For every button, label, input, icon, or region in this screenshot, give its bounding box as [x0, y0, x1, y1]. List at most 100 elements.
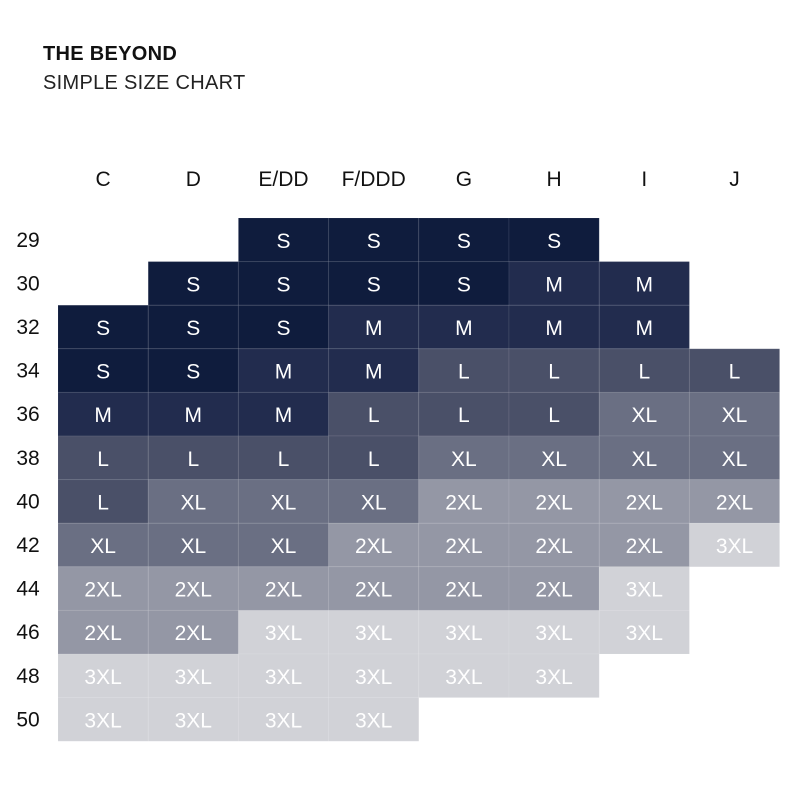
row-label: 29 — [16, 229, 39, 252]
size-cell — [147, 435, 239, 481]
size-cell-label: 2XL — [175, 622, 212, 645]
size-cell-label: S — [457, 230, 471, 253]
size-cell-label: 2XL — [626, 535, 663, 558]
size-cell-label: S — [457, 273, 471, 296]
size-cell-label: L — [458, 404, 470, 427]
size-cell-label: 3XL — [626, 579, 663, 602]
size-cell — [688, 522, 781, 568]
size-cell-label: L — [368, 448, 380, 471]
size-cell-label: 2XL — [84, 622, 121, 645]
size-cell-label: M — [275, 404, 293, 427]
size-cell-label: S — [276, 230, 290, 253]
size-cell — [237, 261, 330, 306]
size-cell — [598, 609, 690, 655]
size-cell — [237, 609, 330, 655]
size-cell — [57, 348, 149, 393]
size-cell-label: L — [729, 361, 741, 384]
size-cell-label: 3XL — [265, 666, 302, 689]
size-cell-label: 2XL — [535, 579, 572, 602]
size-cell-label: XL — [180, 491, 206, 514]
size-cell — [57, 435, 149, 481]
size-cell-label: 2XL — [265, 579, 302, 602]
row-label: 46 — [16, 621, 39, 644]
size-cell-label: S — [186, 273, 200, 296]
size-cell — [508, 566, 600, 611]
size-cell — [508, 217, 600, 263]
size-cell-label: L — [187, 448, 199, 471]
size-cell — [147, 479, 239, 524]
size-cell-label: 3XL — [445, 666, 482, 689]
size-cell — [237, 304, 330, 350]
size-cell — [598, 479, 690, 524]
size-cell-label: XL — [722, 404, 748, 427]
size-cell — [508, 609, 600, 655]
size-cell-label: 3XL — [84, 666, 121, 689]
size-cell — [328, 697, 420, 742]
size-cell — [508, 522, 600, 568]
column-label: D — [186, 168, 201, 191]
size-cell-label: 3XL — [445, 622, 482, 645]
size-cell — [328, 435, 420, 481]
size-cell-label: 2XL — [445, 491, 482, 514]
size-cell — [57, 522, 149, 568]
size-cell — [237, 697, 330, 742]
size-cell-label: XL — [361, 491, 387, 514]
size-cell-label: 3XL — [175, 666, 212, 689]
row-label: 30 — [16, 272, 39, 295]
size-cell — [328, 609, 420, 655]
size-cell — [237, 391, 330, 437]
size-cell-label: S — [367, 230, 381, 253]
size-cell-label: XL — [631, 404, 657, 427]
size-cell — [57, 609, 149, 655]
size-cell — [508, 653, 600, 699]
size-cell — [598, 566, 690, 611]
row-label: 44 — [16, 578, 40, 601]
size-cell — [237, 566, 330, 611]
size-cell — [328, 522, 420, 568]
size-cell-label: S — [367, 273, 381, 296]
size-cell — [147, 348, 239, 393]
size-cell — [418, 522, 510, 568]
size-cell-label: 3XL — [535, 666, 572, 689]
size-cell-label: XL — [180, 535, 206, 558]
size-cell-label: 2XL — [84, 579, 121, 602]
size-cell-label: L — [638, 361, 650, 384]
size-cell — [57, 304, 149, 350]
size-cell-label: S — [547, 230, 561, 253]
row-label: 48 — [16, 665, 39, 688]
column-label: F/DDD — [342, 168, 406, 191]
size-cell-label: M — [365, 361, 383, 384]
row-label: 34 — [16, 360, 40, 383]
size-cell — [418, 217, 510, 263]
size-cell-label: 2XL — [626, 491, 663, 514]
size-cell — [418, 348, 510, 393]
size-cell-label: XL — [451, 448, 477, 471]
size-cell-label: 3XL — [535, 622, 572, 645]
size-cell — [57, 479, 149, 524]
size-cell-label: XL — [722, 448, 748, 471]
column-label: H — [547, 168, 562, 191]
size-cell-label: M — [545, 273, 563, 296]
size-cell-label: XL — [631, 448, 657, 471]
size-cell — [598, 348, 690, 393]
size-cell — [328, 566, 420, 611]
brand-title: THE BEYOND — [43, 43, 178, 65]
size-cell-label: L — [368, 404, 380, 427]
column-label: E/DD — [258, 168, 308, 191]
size-cell-label: L — [458, 361, 470, 384]
size-cell-label: 2XL — [175, 579, 212, 602]
size-cell-label: L — [97, 448, 109, 471]
chart-subtitle: SIMPLE SIZE CHART — [43, 72, 246, 94]
size-cell — [147, 566, 239, 611]
size-cell-label: 3XL — [265, 709, 302, 732]
size-cell-label: 3XL — [355, 622, 392, 645]
size-cell — [237, 348, 330, 393]
row-label: 32 — [16, 316, 39, 339]
size-cell — [598, 435, 690, 481]
size-cell-label: M — [545, 317, 563, 340]
row-label: 50 — [16, 708, 39, 731]
size-cell-label: 3XL — [716, 535, 753, 558]
size-cell-label: 3XL — [175, 709, 212, 732]
size-cell-label: L — [278, 448, 290, 471]
size-cell — [237, 653, 330, 699]
